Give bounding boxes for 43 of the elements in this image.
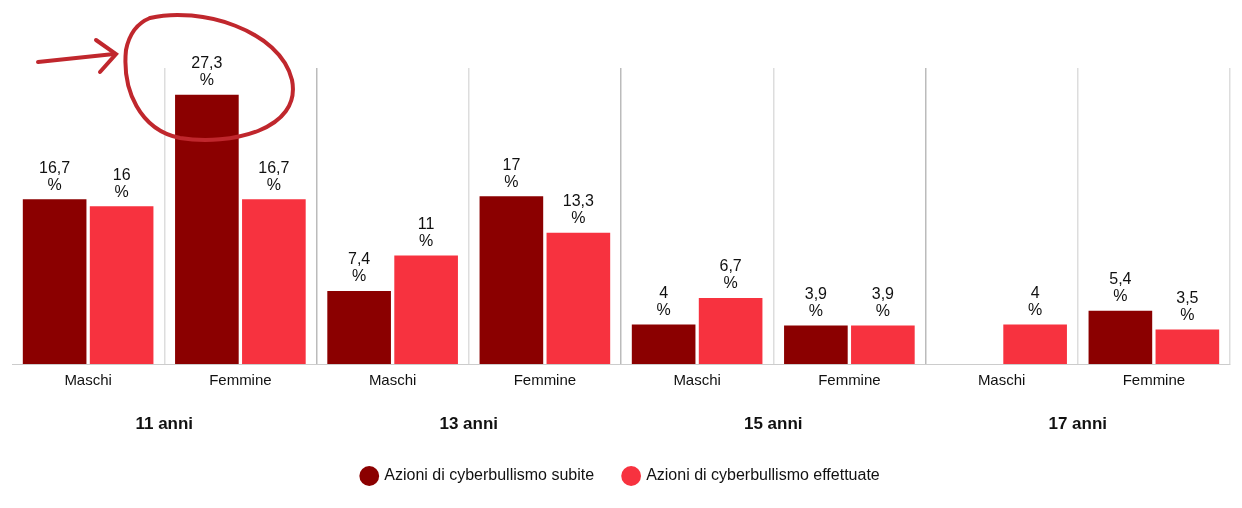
bar xyxy=(242,199,306,364)
data-label: 3,9 % xyxy=(871,284,895,319)
bar xyxy=(851,325,915,364)
bar xyxy=(631,324,696,364)
data-label: 16,7 % xyxy=(39,158,71,193)
data-label: 16 % xyxy=(112,165,131,200)
data-label: 4 % xyxy=(656,283,671,318)
text: 15 anni xyxy=(743,413,803,433)
data-label: 4 % xyxy=(1028,283,1043,318)
data-label: 3,5 % xyxy=(1176,288,1199,323)
x-tick-label: Femmine xyxy=(209,371,272,389)
data-label: 7,4 % xyxy=(348,250,371,285)
data-label: 3,9 % xyxy=(804,284,828,319)
bar xyxy=(22,199,87,364)
text: 11 anni xyxy=(135,413,194,433)
x-tick-label: Femmine xyxy=(513,371,577,389)
bar xyxy=(1003,324,1067,364)
bar xyxy=(327,290,391,364)
bar xyxy=(479,196,544,364)
data-label: 16,7 % xyxy=(258,158,290,193)
text: 13 anni xyxy=(439,413,499,433)
legend-label: Azioni di cyberbullismo effettuate xyxy=(646,466,880,484)
bar xyxy=(1155,329,1220,364)
bar xyxy=(1088,310,1153,364)
bar xyxy=(394,255,458,364)
legend-label: Azioni di cyberbullismo subite xyxy=(384,466,595,484)
bar xyxy=(89,206,154,364)
x-tick-label: Maschi xyxy=(673,371,721,389)
bar xyxy=(698,297,763,364)
bar xyxy=(784,325,848,364)
data-label: 27,3 % xyxy=(191,54,223,89)
data-label: 6,7 % xyxy=(719,257,742,292)
x-tick-label: Femmine xyxy=(1122,371,1186,389)
x-tick-label: Femmine xyxy=(818,371,881,389)
bar xyxy=(546,232,611,364)
data-label: 17 % xyxy=(502,155,521,190)
x-tick-label: Maschi xyxy=(977,371,1026,389)
x-tick-label: Maschi xyxy=(64,371,112,389)
data-label: 11 % xyxy=(417,214,435,249)
x-tick-label: Maschi xyxy=(368,371,417,389)
data-label: 13,3 % xyxy=(562,192,595,227)
data-label: 5,4 % xyxy=(1109,270,1132,305)
text: 17 anni xyxy=(1048,413,1108,433)
